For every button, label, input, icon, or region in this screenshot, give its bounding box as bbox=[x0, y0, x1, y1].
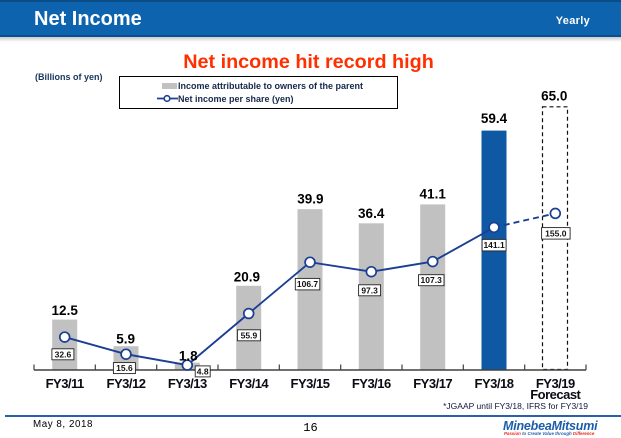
svg-text:106.7: 106.7 bbox=[297, 279, 319, 289]
svg-text:FY3/17: FY3/17 bbox=[413, 376, 452, 391]
svg-text:4.8: 4.8 bbox=[197, 366, 209, 376]
svg-text:Forecast: Forecast bbox=[530, 387, 581, 402]
svg-text:15.6: 15.6 bbox=[116, 363, 133, 373]
svg-text:65.0: 65.0 bbox=[541, 89, 567, 104]
svg-text:FY3/13: FY3/13 bbox=[168, 376, 207, 391]
svg-text:155.0: 155.0 bbox=[545, 228, 567, 238]
svg-text:41.1: 41.1 bbox=[420, 186, 447, 201]
svg-text:20.9: 20.9 bbox=[234, 270, 260, 285]
svg-text:59.4: 59.4 bbox=[481, 111, 508, 126]
svg-text:32.6: 32.6 bbox=[55, 349, 72, 359]
svg-text:FY3/12: FY3/12 bbox=[107, 376, 146, 391]
svg-text:5.9: 5.9 bbox=[116, 332, 135, 347]
svg-text:FY3/11: FY3/11 bbox=[46, 376, 84, 391]
svg-text:39.9: 39.9 bbox=[297, 191, 323, 206]
svg-text:97.3: 97.3 bbox=[361, 285, 378, 295]
svg-text:12.5: 12.5 bbox=[52, 303, 79, 318]
svg-text:FY3/18: FY3/18 bbox=[475, 376, 514, 391]
svg-text:1.8: 1.8 bbox=[179, 349, 198, 364]
svg-text:FY3/19: FY3/19 bbox=[536, 376, 575, 391]
svg-text:36.4: 36.4 bbox=[358, 206, 385, 221]
svg-text:FY3/14: FY3/14 bbox=[229, 376, 269, 391]
svg-text:FY3/15: FY3/15 bbox=[291, 376, 330, 391]
svg-text:107.3: 107.3 bbox=[421, 275, 443, 285]
svg-text:141.1: 141.1 bbox=[483, 240, 505, 250]
svg-text:FY3/16: FY3/16 bbox=[352, 376, 391, 391]
svg-text:55.9: 55.9 bbox=[241, 330, 258, 340]
